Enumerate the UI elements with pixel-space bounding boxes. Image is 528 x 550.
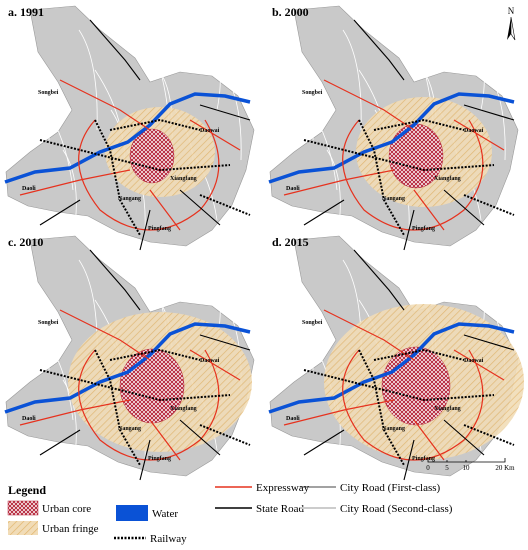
city-road-second xyxy=(30,299,50,371)
city-road-second xyxy=(30,69,50,141)
north-label: N xyxy=(508,6,515,16)
place-label: Daoli xyxy=(22,416,36,422)
panel-title: d. 2015 xyxy=(272,235,309,249)
city-road-second xyxy=(78,29,98,131)
legend-title: Legend xyxy=(8,483,46,497)
panel-title: c. 2010 xyxy=(8,235,43,249)
city-road-second xyxy=(278,29,293,91)
city-road-second xyxy=(14,259,29,321)
place-label: Nangang xyxy=(382,196,405,202)
map-panel: d. 2015 Songbei Daowai Daoli Nangang Xiangfan… xyxy=(268,235,524,481)
place-label: Pingfang xyxy=(148,456,171,462)
panel-title: a. 1991 xyxy=(8,5,44,19)
city-road-second xyxy=(46,339,74,421)
city-road-second xyxy=(294,69,314,141)
expressway xyxy=(19,309,241,461)
river xyxy=(4,92,251,184)
place-label: Daowai xyxy=(200,128,220,134)
legend-item: Railway xyxy=(150,533,187,545)
river xyxy=(4,322,251,414)
expressway xyxy=(19,79,241,231)
scale-label: 10 xyxy=(463,464,471,472)
place-label: Nangang xyxy=(118,426,141,432)
legend-item: Water xyxy=(152,508,178,520)
legend-item: Urban core xyxy=(42,503,91,515)
place-label: Xiangfang xyxy=(434,176,461,182)
city-road-second xyxy=(310,109,338,191)
north-arrow xyxy=(510,16,516,41)
place-label: Songbei xyxy=(302,90,323,96)
city-road-second xyxy=(62,149,77,241)
city-road-second xyxy=(326,149,341,241)
place-label: Daowai xyxy=(200,358,220,364)
river xyxy=(268,322,515,414)
place-label: Daoli xyxy=(22,186,36,192)
north-arrow xyxy=(507,17,511,40)
swatch xyxy=(7,500,39,516)
state-road xyxy=(39,249,251,481)
scale-bar xyxy=(427,458,506,463)
place-label: Pingfang xyxy=(412,226,435,232)
place-label: Pingfang xyxy=(412,456,435,462)
expressway xyxy=(283,79,505,231)
scale-label: 5 xyxy=(445,464,449,472)
river xyxy=(268,92,515,184)
map-panel: c. 2010 Songbei Daowai Daoli Nangang Xiangfan… xyxy=(4,235,255,481)
legend-item: Expressway xyxy=(256,482,310,494)
swatch xyxy=(116,505,148,521)
railway xyxy=(39,348,251,466)
railway xyxy=(39,118,251,236)
legend-item: State Road xyxy=(256,503,304,515)
place-label: Xiangfang xyxy=(434,406,461,412)
place-label: Daowai xyxy=(464,128,484,134)
city-road-second xyxy=(206,29,221,111)
urban-core xyxy=(381,346,451,426)
scale-label: 0 xyxy=(426,464,430,472)
place-label: Daowai xyxy=(464,358,484,364)
place-label: Songbei xyxy=(302,320,323,326)
city-road-second xyxy=(62,379,77,471)
swatch xyxy=(8,521,38,535)
place-label: Nangang xyxy=(118,196,141,202)
state-road xyxy=(303,19,515,251)
place-label: Songbei xyxy=(38,320,59,326)
legend-item: City Road (Second-class) xyxy=(340,503,453,515)
city-road-second xyxy=(222,69,242,161)
city-road-second xyxy=(278,259,293,321)
city-road-second xyxy=(486,69,506,161)
map-panel: b. 2000 Songbei Daowai Daoli Nangang Xiangfan… xyxy=(268,5,519,251)
state-road xyxy=(303,249,515,481)
place-label: Songbei xyxy=(38,90,59,96)
railway xyxy=(303,348,515,466)
panel-title: b. 2000 xyxy=(272,5,309,19)
place-label: Xiangfang xyxy=(170,406,197,412)
legend-item: Urban fringe xyxy=(42,523,99,535)
place-label: Daoli xyxy=(286,416,300,422)
railway xyxy=(303,118,515,236)
legend-item: City Road (First-class) xyxy=(340,482,441,494)
place-label: Xiangfang xyxy=(170,176,197,182)
place-label: Pingfang xyxy=(148,226,171,232)
city-road-second xyxy=(470,29,485,111)
city-road-second xyxy=(14,29,29,91)
state-road xyxy=(39,19,251,251)
expressway xyxy=(283,309,505,461)
map-panel: a. 1991 Songbei Daowai Daoli Nangang Xiangfan… xyxy=(4,5,255,251)
place-label: Daoli xyxy=(286,186,300,192)
city-road-second xyxy=(46,109,74,191)
place-label: Nangang xyxy=(382,426,405,432)
scale-label: 20 Km xyxy=(495,464,515,472)
city-road-second xyxy=(342,29,362,131)
city-road-second xyxy=(294,299,314,371)
